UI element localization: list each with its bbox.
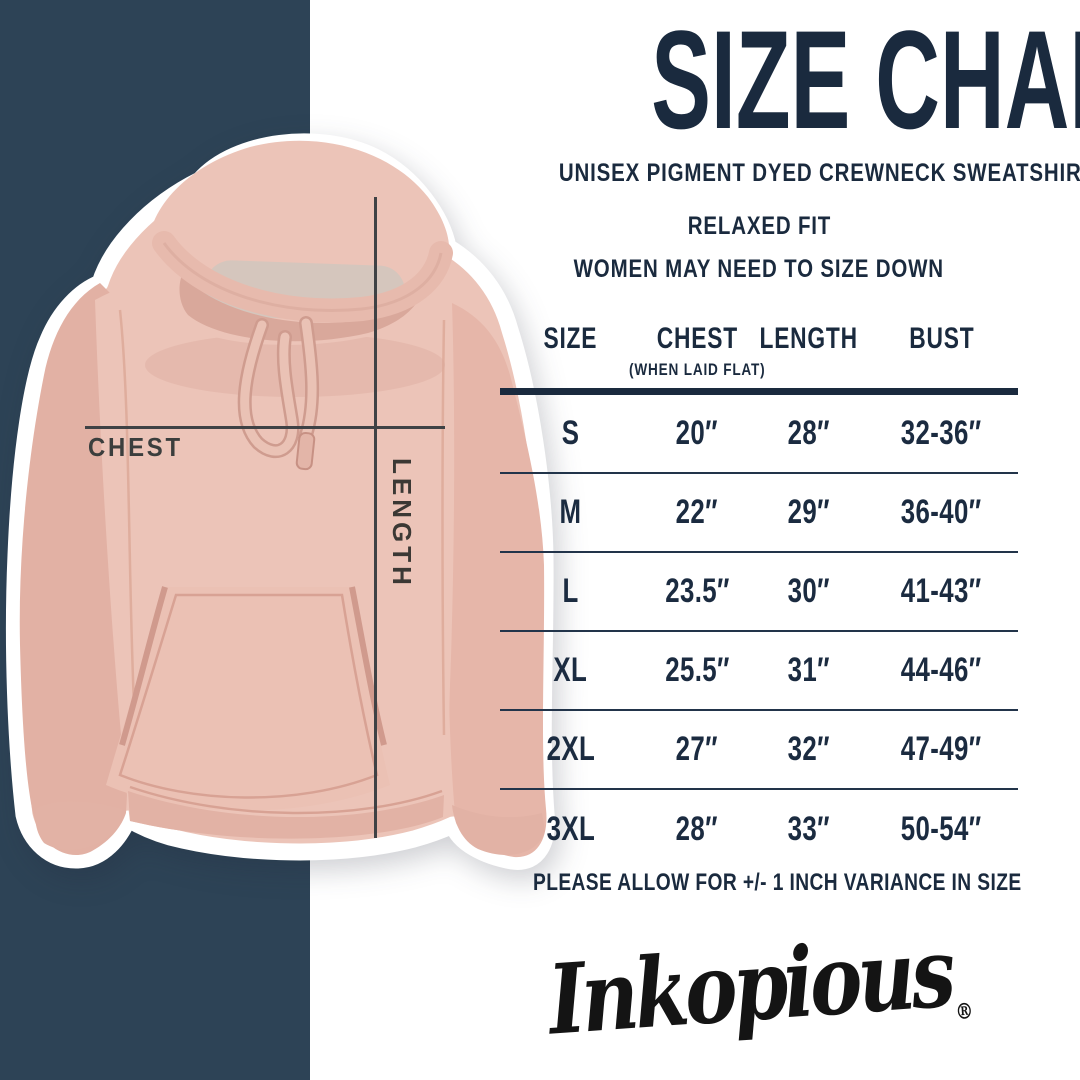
chest-measure-line bbox=[85, 426, 445, 429]
left-cuff bbox=[35, 801, 122, 850]
cell-bust: 44-46″ bbox=[901, 651, 982, 689]
pocket-stitching bbox=[118, 593, 379, 799]
cell-chest: 28″ bbox=[675, 810, 719, 848]
cell-size: M bbox=[559, 493, 582, 531]
right-cuff bbox=[452, 805, 545, 855]
cell-bust: 50-54″ bbox=[901, 810, 982, 848]
cell-bust: 32-36″ bbox=[901, 414, 982, 452]
col-header-bust: BUST bbox=[908, 322, 975, 355]
chest-measure-label: CHEST bbox=[88, 432, 183, 462]
registered-trademark-icon: ® bbox=[954, 997, 975, 1025]
pocket-left-opening bbox=[119, 586, 168, 746]
hem-band bbox=[128, 791, 444, 839]
table-row-xl: XL 25.5″ 31″ 44-46″ bbox=[500, 632, 1018, 711]
size-table-header: SIZE CHEST (WHEN LAID FLAT) LENGTH BUST bbox=[500, 320, 1018, 395]
cell-chest: 27″ bbox=[675, 730, 719, 768]
cell-length: 33″ bbox=[787, 810, 831, 848]
drawstring-right bbox=[301, 318, 317, 440]
table-row-3xl: 3XL 28″ 33″ 50-54″ bbox=[500, 790, 1018, 869]
hood-fold-seam bbox=[162, 242, 443, 313]
cell-size: XL bbox=[553, 651, 588, 689]
length-measure-line bbox=[374, 197, 377, 838]
cell-size: 3XL bbox=[546, 810, 595, 848]
hoodie-pocket bbox=[106, 587, 390, 811]
subtitle-sizing-advice: WOMEN MAY NEED TO SIZE DOWN bbox=[573, 255, 945, 283]
chest-note: (WHEN LAID FLAT) bbox=[628, 360, 766, 379]
variance-footnote: PLEASE ALLOW FOR +/- 1 INCH VARIANCE IN … bbox=[533, 869, 1022, 896]
cell-chest: 23.5″ bbox=[664, 572, 730, 610]
right-seam bbox=[441, 319, 446, 736]
cell-length: 28″ bbox=[787, 414, 831, 452]
page-title: SIZE CHART bbox=[651, 1, 1080, 158]
size-table: SIZE CHEST (WHEN LAID FLAT) LENGTH BUST … bbox=[500, 320, 1018, 869]
hoodie-right-sleeve bbox=[448, 303, 547, 858]
cell-bust: 41-43″ bbox=[901, 572, 982, 610]
col-header-size: SIZE bbox=[543, 322, 598, 355]
cell-length: 31″ bbox=[787, 651, 831, 689]
drawstring-aglet bbox=[295, 431, 316, 471]
cell-length: 30″ bbox=[787, 572, 831, 610]
left-seam bbox=[118, 309, 136, 706]
collar-shadow bbox=[145, 333, 445, 397]
cell-size: L bbox=[562, 572, 579, 610]
col-header-length: LENGTH bbox=[759, 322, 859, 355]
cell-chest: 20″ bbox=[675, 414, 719, 452]
cell-chest: 22″ bbox=[675, 493, 719, 531]
hoodie-image bbox=[5, 133, 555, 870]
cell-size: S bbox=[561, 414, 580, 452]
table-row-l: L 23.5″ 30″ 41-43″ bbox=[500, 553, 1018, 632]
cell-bust: 36-40″ bbox=[901, 493, 982, 531]
subtitle-fit: RELAXED FIT bbox=[687, 212, 831, 240]
cell-bust: 47-49″ bbox=[901, 730, 982, 768]
cell-chest: 25.5″ bbox=[664, 651, 730, 689]
col-header-chest: CHEST (WHEN LAID FLAT) bbox=[629, 322, 765, 380]
table-row-m: M 22″ 29″ 36-40″ bbox=[500, 474, 1018, 553]
length-measure-label: LENGTH bbox=[387, 458, 417, 589]
drawstring-left bbox=[240, 320, 298, 456]
cell-length: 32″ bbox=[787, 730, 831, 768]
pocket-right-opening bbox=[349, 586, 387, 746]
hood-inner-shadow bbox=[179, 273, 428, 342]
table-row-2xl: 2XL 27″ 32″ 47-49″ bbox=[500, 711, 1018, 790]
table-row-s: S 20″ 28″ 32-36″ bbox=[500, 395, 1018, 474]
cell-length: 29″ bbox=[787, 493, 831, 531]
subtitle-product: UNISEX PIGMENT DYED CREWNECK SWEATSHIRT bbox=[558, 159, 1080, 187]
brand-logo: Inkopious® bbox=[500, 915, 1018, 1057]
cell-size: 2XL bbox=[546, 730, 595, 768]
brand-logo-text: Inkopious bbox=[544, 915, 956, 1057]
hem-stitching bbox=[129, 785, 443, 815]
